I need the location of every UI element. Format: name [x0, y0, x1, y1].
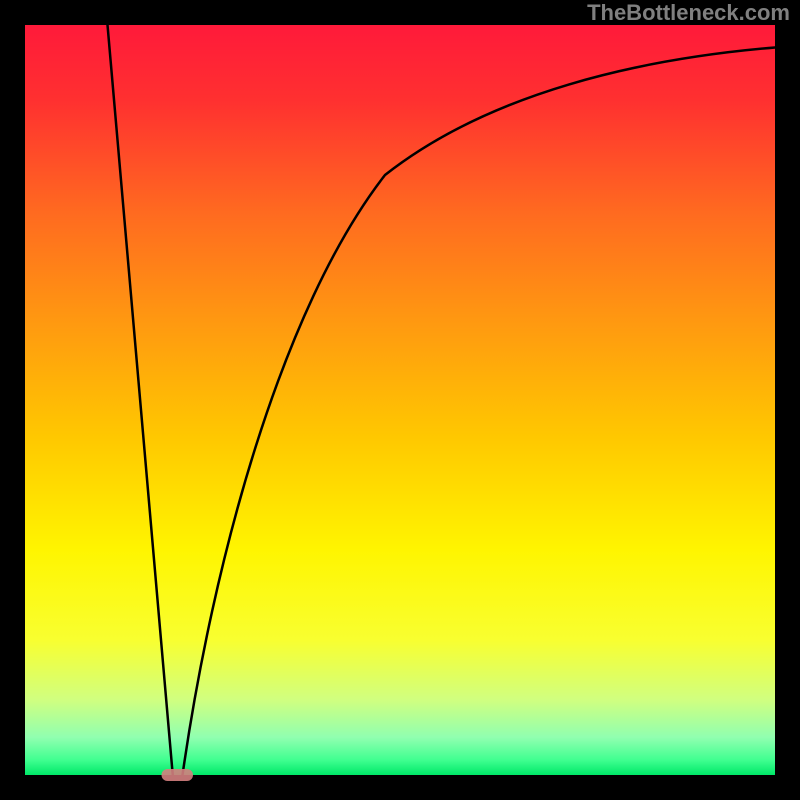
- optimal-marker: [162, 769, 194, 781]
- bottleneck-chart: [0, 0, 800, 800]
- plot-background: [25, 25, 775, 775]
- watermark-label: TheBottleneck.com: [587, 0, 790, 26]
- chart-container: TheBottleneck.com: [0, 0, 800, 800]
